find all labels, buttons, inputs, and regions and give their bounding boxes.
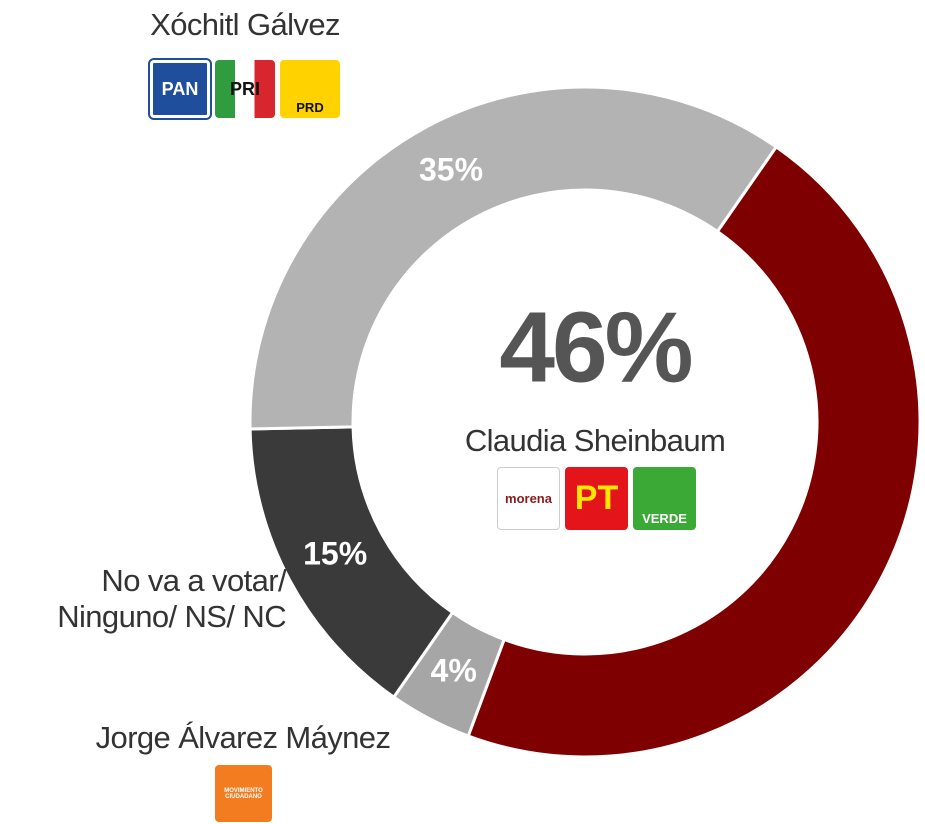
party-logo: MOVIMIENTO CIUDADANO — [215, 765, 272, 822]
center-value-label: 46% — [499, 291, 691, 403]
value-label: 4% — [431, 653, 477, 689]
party-logo: PRI — [215, 60, 275, 118]
candidate-label: Jorge Álvarez Máynez — [95, 720, 391, 755]
party-logo: VERDE — [633, 467, 696, 530]
party-logo: morena — [497, 467, 560, 530]
party-logo: PRD — [280, 60, 340, 118]
party-logo: PAN — [148, 58, 212, 120]
candidate-label: Claudia Sheinbaum — [464, 423, 726, 458]
donut-segment — [466, 144, 922, 759]
party-logo: PT — [565, 467, 628, 530]
donut-segment — [248, 85, 779, 431]
candidate-label: No va a votar/ Ninguno/ NS/ NC — [57, 563, 286, 634]
value-label: 15% — [303, 535, 367, 571]
value-label: 35% — [419, 152, 483, 188]
candidate-label: Xóchitl Gálvez — [150, 7, 340, 42]
